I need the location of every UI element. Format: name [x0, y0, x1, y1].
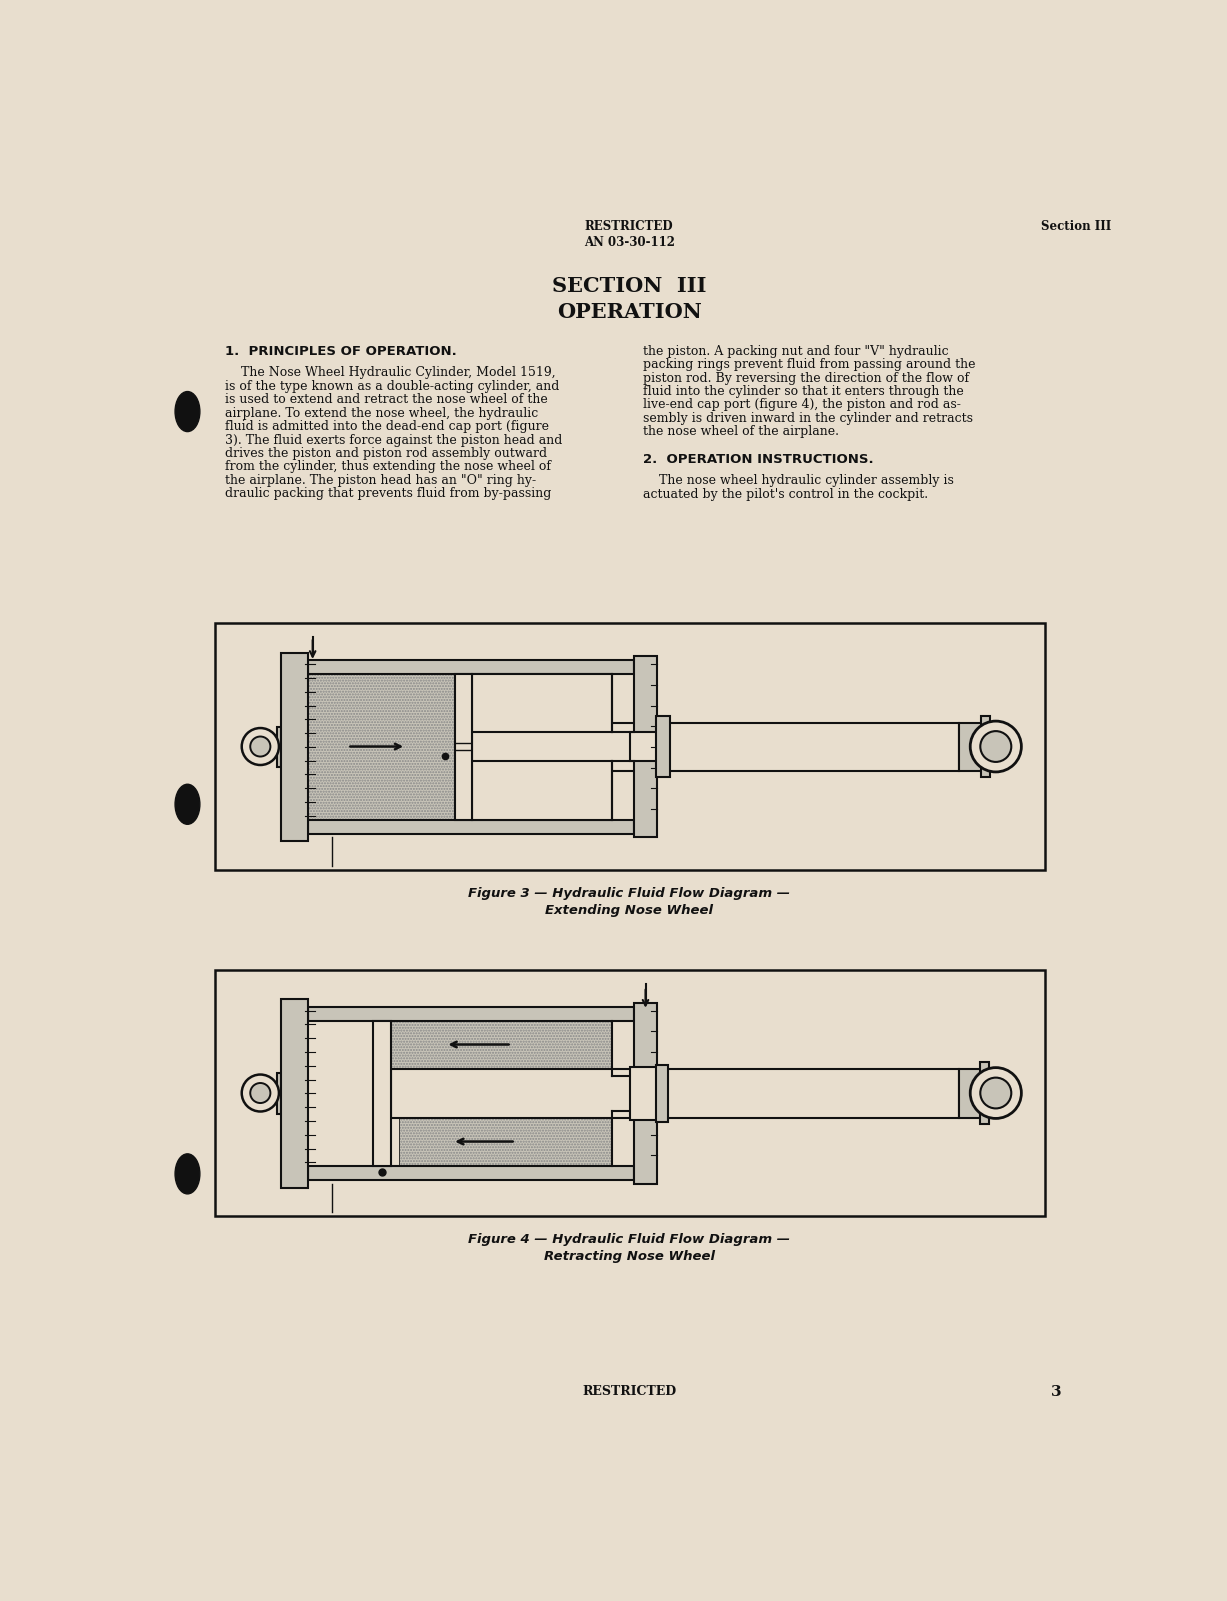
Bar [960, 1069, 982, 1117]
Ellipse shape [175, 784, 200, 825]
Text: airplane. To extend the nose wheel, the hydraulic: airplane. To extend the nose wheel, the … [225, 407, 537, 419]
Bar [277, 1073, 281, 1114]
Bar [390, 1069, 960, 1117]
Text: Figure 3 — Hydraulic Fluid Flow Diagram —: Figure 3 — Hydraulic Fluid Flow Diagram … [469, 887, 790, 900]
Text: Section III: Section III [1040, 221, 1110, 234]
Text: 3). The fluid exerts force against the piston head and: 3). The fluid exerts force against the p… [225, 434, 562, 447]
Text: piston rod. By reversing the direction of the flow of: piston rod. By reversing the direction o… [643, 371, 969, 384]
Text: RESTRICTED: RESTRICTED [585, 221, 674, 234]
Text: 1.  PRINCIPLES OF OPERATION.: 1. PRINCIPLES OF OPERATION. [225, 344, 456, 357]
Text: OPERATION: OPERATION [557, 303, 702, 322]
Ellipse shape [175, 392, 200, 432]
Bar [308, 1007, 634, 1021]
Bar [472, 762, 612, 820]
Bar [308, 674, 455, 820]
Bar [308, 1166, 634, 1180]
Text: Retracting Nose Wheel: Retracting Nose Wheel [544, 1250, 714, 1263]
Bar [455, 674, 472, 820]
Bar [629, 732, 661, 762]
Text: SECTION  III: SECTION III [552, 275, 707, 296]
Bar [960, 722, 983, 772]
Text: Extending Nose Wheel: Extending Nose Wheel [545, 903, 713, 917]
Bar [629, 1066, 661, 1121]
Text: fluid into the cylinder so that it enters through the: fluid into the cylinder so that it enter… [643, 384, 964, 399]
Circle shape [971, 720, 1021, 772]
Bar [634, 1002, 658, 1183]
Bar [979, 1061, 989, 1124]
Circle shape [242, 728, 279, 765]
Text: The nose wheel hydraulic cylinder assembly is: The nose wheel hydraulic cylinder assemb… [643, 474, 955, 487]
Text: actuated by the pilot's control in the cockpit.: actuated by the pilot's control in the c… [643, 488, 929, 501]
Text: the piston. A packing nut and four "V" hydraulic: the piston. A packing nut and four "V" h… [643, 344, 948, 357]
Circle shape [971, 1068, 1021, 1119]
Bar [400, 1117, 611, 1166]
Text: is used to extend and retract the nose wheel of the: is used to extend and retract the nose w… [225, 394, 547, 407]
Circle shape [250, 736, 270, 757]
Bar [277, 727, 281, 767]
Text: draulic packing that prevents fluid from by-passing: draulic packing that prevents fluid from… [225, 487, 551, 501]
Text: sembly is driven inward in the cylinder and retracts: sembly is driven inward in the cylinder … [643, 411, 973, 424]
Bar [308, 820, 634, 834]
Bar [655, 717, 670, 778]
Text: the airplane. The piston head has an "O" ring hy-: the airplane. The piston head has an "O"… [225, 474, 536, 487]
Circle shape [250, 1082, 270, 1103]
Bar [472, 722, 960, 772]
Text: RESTRICTED: RESTRICTED [582, 1385, 676, 1398]
Bar [281, 653, 308, 841]
Bar [390, 1021, 611, 1069]
Circle shape [980, 1077, 1011, 1108]
Text: AN 03-30-112: AN 03-30-112 [584, 235, 675, 248]
Bar [655, 1065, 667, 1122]
Text: 2.  OPERATION INSTRUCTIONS.: 2. OPERATION INSTRUCTIONS. [643, 453, 874, 466]
Text: live-end cap port (figure 4), the piston and rod as-: live-end cap port (figure 4), the piston… [643, 399, 961, 411]
Bar [400, 1117, 611, 1166]
Circle shape [242, 1074, 279, 1111]
Bar [281, 999, 308, 1188]
Text: The Nose Wheel Hydraulic Cylinder, Model 1519,: The Nose Wheel Hydraulic Cylinder, Model… [225, 367, 556, 379]
Text: drives the piston and piston rod assembly outward: drives the piston and piston rod assembl… [225, 447, 547, 459]
Bar [308, 674, 455, 820]
Text: fluid is admitted into the dead-end cap port (figure: fluid is admitted into the dead-end cap … [225, 419, 548, 432]
Bar [634, 656, 658, 837]
Circle shape [980, 732, 1011, 762]
Bar [373, 1021, 390, 1166]
Text: from the cylinder, thus extending the nose wheel of: from the cylinder, thus extending the no… [225, 461, 551, 474]
Text: the nose wheel of the airplane.: the nose wheel of the airplane. [643, 426, 839, 439]
Bar [390, 1021, 611, 1069]
Bar [308, 660, 634, 674]
Bar [216, 623, 1044, 869]
Text: packing rings prevent fluid from passing around the: packing rings prevent fluid from passing… [643, 359, 975, 371]
Text: Figure 4 — Hydraulic Fluid Flow Diagram —: Figure 4 — Hydraulic Fluid Flow Diagram … [469, 1233, 790, 1246]
Text: 3: 3 [1052, 1385, 1061, 1399]
Bar [982, 716, 990, 778]
Bar [216, 970, 1044, 1217]
Bar [472, 674, 612, 732]
Ellipse shape [175, 1154, 200, 1194]
Text: is of the type known as a double-acting cylinder, and: is of the type known as a double-acting … [225, 379, 560, 392]
